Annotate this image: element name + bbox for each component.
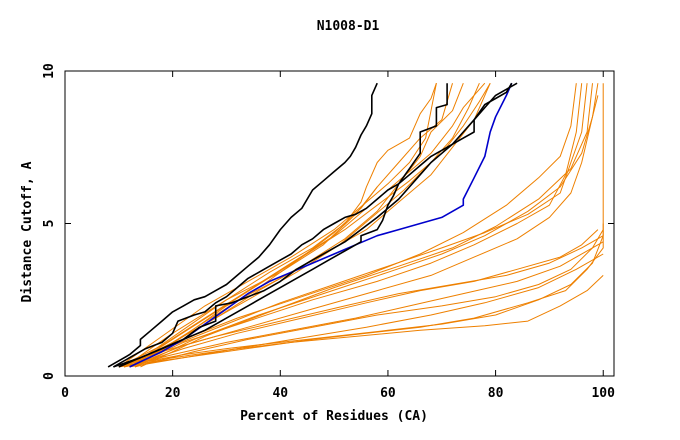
x-tick-label: 20 (165, 386, 181, 401)
series-line-black-27 (113, 83, 448, 368)
series-line-orange-11 (134, 95, 599, 368)
y-tick-label: 10 (42, 63, 57, 79)
series-line-orange-20 (118, 83, 437, 368)
series-line-black-25 (113, 82, 518, 368)
x-tick-label: 60 (380, 386, 396, 401)
x-tick-label: 80 (488, 386, 504, 401)
x-tick-label: 0 (61, 386, 69, 401)
series-line-orange-18 (134, 82, 491, 368)
y-tick-label: 5 (42, 220, 57, 228)
series-line-orange-7 (134, 229, 604, 368)
x-axis-label: Percent of Residues (CA) (240, 409, 428, 424)
series-line-orange-2 (124, 275, 604, 368)
series-line-orange-21 (129, 83, 437, 368)
series-line-orange-9 (123, 83, 588, 368)
series-line-orange-10 (129, 83, 583, 368)
tick-layer: 0 20 40 60 80 100 0 5 10 (42, 63, 615, 401)
series-line-orange-3 (129, 253, 604, 368)
x-tick-label: 100 (591, 386, 615, 401)
x-tick-label: 40 (272, 386, 288, 401)
series-line-black-26 (118, 82, 513, 368)
y-tick-label: 0 (42, 372, 57, 380)
series-line-orange-12 (140, 83, 593, 368)
series-line-orange-1 (118, 223, 604, 368)
series-line-orange-19 (123, 83, 453, 368)
y-axis-label: Distance Cutoff, A (20, 161, 35, 302)
series-line-blue-23 (129, 82, 513, 368)
series-line-orange-16 (118, 82, 486, 368)
series-line-orange-15 (123, 82, 480, 368)
series-line-orange-17 (129, 82, 491, 368)
series-line-orange-13 (123, 83, 577, 368)
series-layer (107, 82, 604, 368)
plot-frame (64, 70, 615, 377)
series-line-orange-4 (124, 241, 604, 368)
series-line-black-24 (107, 82, 378, 368)
series-line-orange-6 (129, 229, 599, 368)
series-line-orange-22 (123, 186, 378, 368)
series-line-orange-8 (129, 83, 599, 368)
chart-title: N1008-D1 (317, 19, 380, 34)
